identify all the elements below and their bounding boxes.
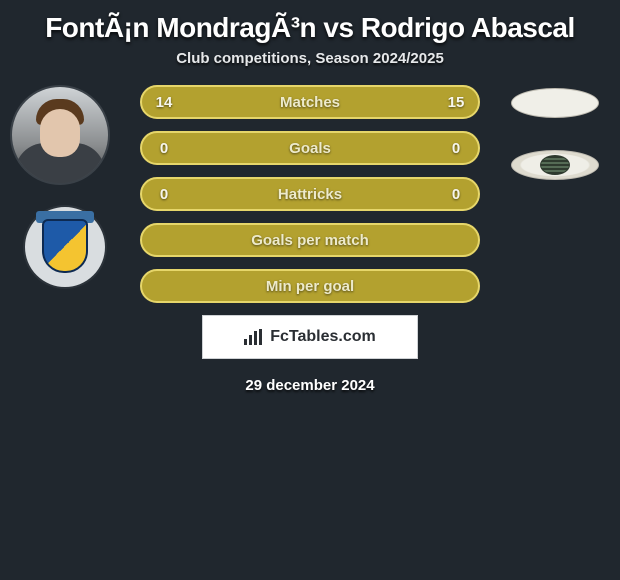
branding-text: FcTables.com [270,328,376,346]
stat-left-value: 0 [154,140,174,157]
stat-pills: 14 Matches 15 0 Goals 0 0 Hattricks 0 Go… [140,85,480,303]
bar-chart-icon [244,329,264,345]
stat-label: Min per goal [266,278,354,295]
stat-row-goals-per-match: Goals per match [140,223,480,257]
stat-left-value: 0 [154,186,174,203]
stat-right-value: 0 [446,186,466,203]
stat-label: Goals per match [251,232,369,249]
page-title: FontÃ¡n MondragÃ³n vs Rodrigo Abascal [0,0,620,50]
stat-row-goals: 0 Goals 0 [140,131,480,165]
stat-label: Hattricks [278,186,342,203]
stat-left-value: 14 [154,94,174,111]
stat-right-value: 15 [446,94,466,111]
stat-label: Matches [280,94,340,111]
stat-row-min-per-goal: Min per goal [140,269,480,303]
stat-right-value: 0 [446,140,466,157]
right-column [500,85,610,180]
page-subtitle: Club competitions, Season 2024/2025 [0,50,620,85]
player2-avatar-placeholder [511,88,599,118]
stat-row-matches: 14 Matches 15 [140,85,480,119]
left-column [10,85,120,289]
stat-row-hattricks: 0 Hattricks 0 [140,177,480,211]
player1-avatar [10,85,110,185]
comparison-content: 14 Matches 15 0 Goals 0 0 Hattricks 0 Go… [0,85,620,394]
player1-club-crest [23,205,107,289]
snapshot-date: 29 december 2024 [10,377,610,394]
player2-club-crest [511,150,599,180]
stat-label: Goals [289,140,331,157]
branding-box: FcTables.com [202,315,418,359]
